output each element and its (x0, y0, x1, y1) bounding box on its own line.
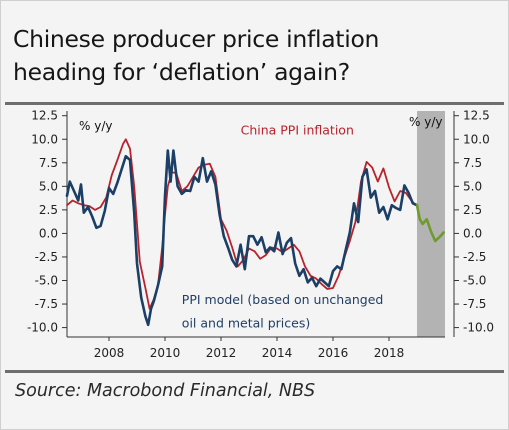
top-divider (5, 102, 504, 105)
y-tick-label-left: -7.5 (35, 297, 58, 311)
chart-title: Chinese producer price inflation heading… (13, 23, 493, 89)
annotation-model-line-2: oil and metal prices) (182, 316, 310, 331)
series-line-ppi (66, 138, 417, 310)
y-tick-label-left: 7.5 (39, 156, 58, 170)
y-tick-label-left: 5.0 (39, 179, 58, 193)
x-tick-label: 2008 (94, 346, 125, 360)
x-tick-label: 2010 (150, 346, 181, 360)
labels-layer: 12.5 12.5 10.0 10.0 7.5 7.5 5.0 5.0 2.5 2.5 0.0 0.0… (27, 109, 494, 360)
axes-layer (62, 111, 459, 341)
y-tick-label-right: -2.5 (463, 250, 486, 264)
x-tick-label: 2018 (374, 346, 405, 360)
source-note: Source: Macrobond Financial, NBS (15, 381, 316, 401)
y-tick-label-right: 12.5 (463, 109, 490, 123)
annotation-model-line-1: PPI model (based on unchanged (182, 292, 384, 307)
y-tick-label-left: -5.0 (35, 274, 58, 288)
bottom-divider (5, 370, 504, 373)
chart-title-line-1: Chinese producer price inflation (13, 25, 380, 53)
y-tick-label-right: -5.0 (463, 274, 486, 288)
y-tick-label-left: 12.5 (31, 109, 58, 123)
chart-title-line-2: heading for ‘deflation’ again? (13, 58, 350, 86)
series-layer (65, 138, 445, 327)
y-tick-label-left: 10.0 (31, 132, 58, 146)
y-tick-label-right: -10.0 (463, 321, 494, 335)
y-tick-label-right: 5.0 (463, 179, 482, 193)
y-tick-label-right: 2.5 (463, 203, 482, 217)
x-tick-label: 2014 (262, 346, 293, 360)
series-line-model (65, 149, 419, 327)
y-tick-label-left: -10.0 (27, 321, 58, 335)
y-tick-label-right: 10.0 (463, 132, 490, 146)
x-tick-label: 2016 (318, 346, 349, 360)
line-chart: 12.5 12.5 10.0 10.0 7.5 7.5 5.0 5.0 2.5 2.5 0.0 0.0… (27, 109, 494, 360)
annotation-ppi: China PPI inflation (241, 123, 354, 138)
x-tick-label: 2012 (206, 346, 237, 360)
y-axis-unit-right: % y/y (409, 115, 442, 129)
y-tick-label-right: -7.5 (463, 297, 486, 311)
y-tick-label-right: 7.5 (463, 156, 482, 170)
y-tick-label-left: 2.5 (39, 203, 58, 217)
y-tick-label-right: 0.0 (463, 226, 482, 240)
y-tick-label-left: -2.5 (35, 250, 58, 264)
y-axis-unit-left: % y/y (79, 119, 112, 133)
y-tick-label-left: 0.0 (39, 226, 58, 240)
series-line-forecast (415, 203, 445, 243)
